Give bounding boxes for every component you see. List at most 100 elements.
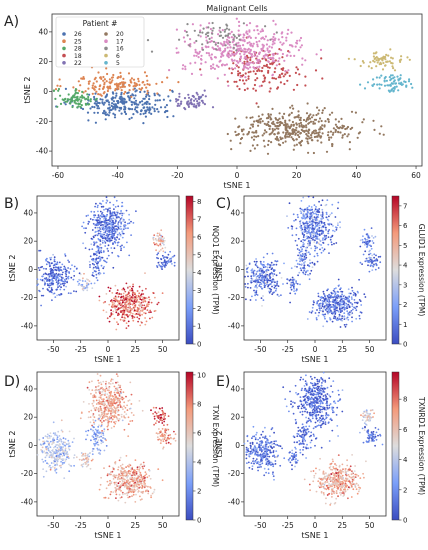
data-point [140,109,143,112]
data-point [96,245,99,248]
data-point [274,77,278,80]
data-point [270,283,272,285]
data-point [159,237,162,240]
data-point [135,103,139,106]
data-point [359,311,362,313]
data-point [92,82,95,85]
data-point [341,315,344,317]
data-point [314,247,317,250]
x-axis-label: tSNE 1 [224,181,251,190]
data-point [101,205,104,208]
data-point [112,214,115,217]
data-point [252,87,255,90]
data-point [108,233,111,236]
data-point [236,85,239,88]
data-point [370,227,373,230]
data-point [320,229,323,232]
data-point [312,300,315,302]
data-point [208,37,211,41]
data-point [97,439,100,442]
data-point [251,144,254,147]
data-point [201,99,204,102]
data-point [194,97,197,100]
data-point [58,261,61,264]
data-point [223,40,226,44]
data-point [303,243,305,245]
data-point [67,259,69,262]
data-point [178,104,181,107]
data-point [389,83,392,86]
data-point [368,270,371,273]
data-point [298,124,301,128]
data-point [87,95,90,99]
data-point [93,442,95,445]
data-point [154,99,157,102]
data-point [344,325,347,328]
data-point [199,68,202,71]
data-point [165,104,168,107]
data-point [110,420,113,423]
data-point [58,269,60,271]
y-tick-label: -20 [228,293,240,302]
data-point [106,224,109,226]
data-point [250,277,253,280]
data-point [318,307,321,310]
data-point [145,95,148,98]
data-point [81,288,84,290]
data-point [253,135,256,138]
data-point [301,57,304,60]
data-point [261,29,264,33]
data-point [320,307,323,309]
data-point [113,106,117,109]
data-point [93,416,96,419]
data-point [120,247,123,250]
data-point [226,38,229,41]
data-point [326,299,328,301]
data-point [335,228,338,231]
data-point [277,60,280,63]
data-point [303,226,306,229]
data-point [110,239,113,242]
data-point [49,282,51,285]
data-point [221,36,225,39]
data-point [231,52,234,56]
data-point [102,237,104,240]
data-point [76,280,79,283]
data-point [158,232,161,235]
data-point [300,269,303,272]
data-point [232,51,235,54]
data-point [271,74,274,77]
data-point [131,294,134,296]
data-point [367,236,370,239]
data-point [272,275,275,277]
data-point [130,220,132,223]
data-point [212,47,215,51]
data-point [53,260,56,262]
data-point [122,228,125,231]
data-point [350,296,353,299]
data-point [249,66,252,69]
data-point [272,35,275,39]
data-point [314,129,317,132]
data-point [180,100,183,103]
legend-marker [62,53,66,58]
data-point [144,297,146,300]
data-point [116,100,119,103]
data-point [122,391,125,394]
data-point [354,301,356,304]
data-point [120,392,122,395]
data-point [110,390,112,393]
data-point [115,309,118,312]
data-point [91,92,94,95]
data-point [53,277,56,280]
data-point [299,223,302,225]
data-point [115,230,118,233]
data-point [84,90,87,93]
data-point [131,300,134,303]
data-point [54,275,57,278]
data-point [50,275,53,278]
data-point [301,233,304,235]
data-point [61,263,64,266]
data-point [288,119,291,122]
data-point [148,102,151,106]
